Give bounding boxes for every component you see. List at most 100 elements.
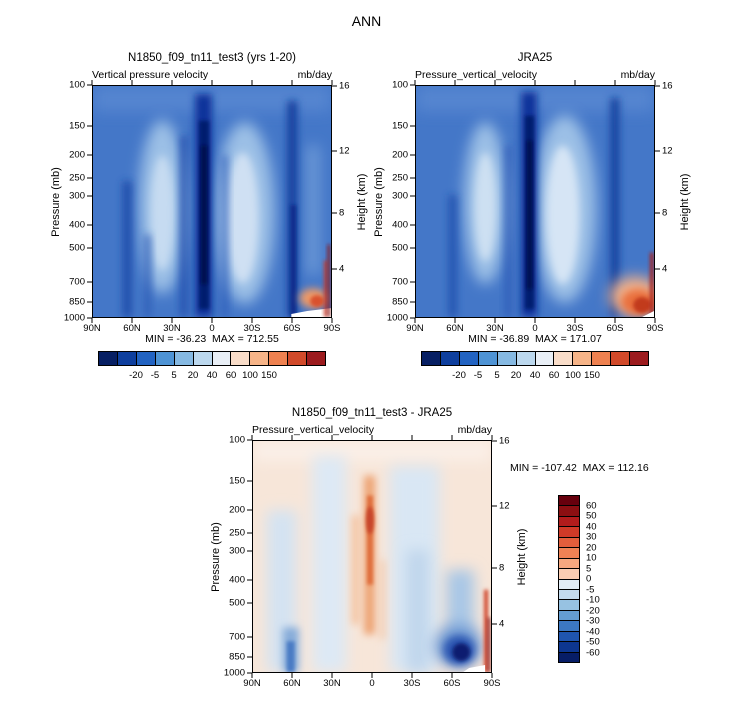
tick-mark [454, 318, 456, 323]
colorbar-label: 40 [529, 370, 541, 381]
panel-title: N1850_f09_tn11_test3 - JRA25 [291, 407, 453, 419]
tick-mark [492, 505, 497, 507]
figure-title: ANN [351, 13, 382, 29]
colorbar-label: -20 [586, 605, 600, 616]
colorbar-segment [559, 557, 579, 569]
colorbar-segment [439, 352, 459, 365]
y-axis-title: Pressure (mb) [373, 166, 385, 237]
tick-label-x: 60N [283, 678, 301, 689]
colorbar-label: 5 [586, 563, 592, 574]
tick-label-y2: 16 [339, 80, 350, 92]
tick-label-y: 400 [229, 574, 245, 586]
tick-label-y: 1000 [223, 667, 245, 679]
right-axis-title: Height (km) [356, 173, 368, 230]
colorbar-segment [559, 515, 579, 527]
tick-label-y: 100 [229, 434, 245, 446]
colorbar-segment [306, 352, 326, 365]
tick-label-y: 250 [229, 527, 245, 539]
tick-label-y: 400 [69, 219, 85, 231]
tick-mark [332, 150, 337, 152]
panel-model: N1850_f09_tn11_test3 (yrs 1-20) Vertical… [50, 52, 368, 381]
tick-label-y: 200 [69, 149, 85, 161]
panel-diff: N1850_f09_tn11_test3 - JRA25 Pressure_ve… [210, 407, 649, 689]
tick-label-y2: 12 [662, 145, 673, 157]
colorbar-segment [268, 352, 288, 365]
min-max-label: MIN = -36.23 MAX = 712.55 [145, 333, 279, 345]
colorbar-segment [116, 352, 136, 365]
panel-obs: JRA25 Pressure_vertical_velocity mb/day … [373, 52, 691, 381]
colorbar-label: 0 [586, 573, 592, 585]
panel-title: N1850_f09_tn11_test3 (yrs 1-20) [128, 52, 296, 64]
tick-label-y2: 8 [499, 562, 505, 574]
colorbar-segment [477, 352, 497, 365]
units-label: mb/day [297, 69, 332, 81]
tick-label-y2: 4 [662, 263, 668, 275]
colorbar-obs: -20 -5 5 20 40 60 100 150 [421, 351, 649, 381]
tick-label-y: 500 [69, 242, 85, 254]
tick-label-x: 30S [403, 678, 421, 689]
tick-label-y: 850 [392, 296, 408, 308]
tick-mark [491, 673, 493, 678]
right-axis-title: Height (km) [679, 173, 691, 230]
tick-label-y: 300 [69, 190, 85, 202]
colorbar-segment [559, 620, 579, 631]
colorbar-label: 60 [548, 370, 560, 381]
colorbar-segment [230, 352, 250, 365]
units-label: mb/day [620, 69, 655, 81]
colorbar-segment [629, 352, 649, 365]
tick-mark [655, 85, 660, 87]
tick-mark [211, 318, 213, 323]
tick-mark [492, 567, 497, 569]
colorbar-label: 5 [171, 370, 177, 381]
colorbar-segment [559, 651, 579, 662]
colorbar-segment [591, 352, 611, 365]
colorbar-label: 30 [586, 531, 597, 543]
colorbar-label: -5 [473, 370, 483, 381]
tick-mark [251, 673, 253, 678]
y-axis-title: Pressure (mb) [210, 521, 222, 592]
tick-mark [655, 150, 660, 152]
tick-label-y2: 8 [339, 207, 345, 219]
tick-mark [332, 212, 337, 214]
colorbar-segment [559, 505, 579, 516]
tick-mark [534, 318, 536, 323]
variable-label: Vertical pressure velocity [92, 69, 209, 81]
tick-label-y: 850 [69, 296, 85, 308]
colorbar-label: 40 [206, 370, 218, 381]
colorbar-segment [572, 352, 592, 365]
colorbar-segment [154, 352, 174, 365]
colorbar-segment [559, 496, 579, 506]
panel-title: JRA25 [517, 52, 553, 64]
tick-mark [411, 673, 413, 678]
colorbar-boxes [558, 495, 580, 663]
tick-mark [614, 318, 616, 323]
tick-mark [171, 318, 173, 323]
tick-mark [131, 318, 133, 323]
tick-label-y: 200 [392, 149, 408, 161]
colorbar-label: 150 [261, 370, 277, 381]
colorbar-label: -20 [452, 370, 466, 381]
colorbar-diff: 60 50 40 30 20 10 5 0 -5 -10 -20 -30 -40 -50 -60 [558, 495, 600, 663]
tick-mark [574, 318, 576, 323]
colorbar-boxes [421, 351, 649, 366]
tick-mark [291, 318, 293, 323]
colorbar-segment [553, 352, 573, 365]
colorbar-boxes [98, 351, 326, 366]
tick-label-x: 60S [443, 678, 461, 689]
tick-label-y: 700 [392, 276, 408, 288]
units-label: mb/day [457, 424, 492, 436]
tick-mark [414, 318, 416, 323]
colorbar-label: 10 [586, 552, 597, 564]
colorbar-segment [422, 352, 440, 365]
colorbar-label: 60 [586, 500, 597, 511]
colorbar-segment [559, 568, 579, 579]
tick-label-y: 1000 [63, 312, 85, 324]
y-axis-title: Pressure (mb) [50, 166, 62, 237]
colorbar-label: 40 [586, 521, 597, 532]
tick-label-y2: 12 [499, 500, 510, 512]
colorbar-segment [287, 352, 307, 365]
contour-field [416, 86, 654, 317]
colorbar-segment [559, 547, 579, 558]
tick-label-y2: 8 [662, 207, 668, 219]
